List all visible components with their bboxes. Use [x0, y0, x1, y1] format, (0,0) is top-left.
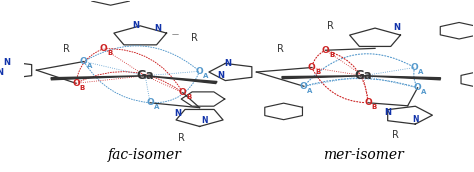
Text: A: A [308, 88, 313, 94]
Text: B: B [80, 85, 85, 91]
Text: N: N [393, 23, 401, 32]
Text: O: O [72, 79, 80, 88]
Text: fac-isomer: fac-isomer [108, 148, 182, 162]
Text: N: N [217, 71, 224, 79]
Text: N: N [155, 24, 162, 33]
Text: B: B [329, 52, 335, 58]
Polygon shape [282, 76, 363, 79]
Text: O: O [411, 63, 419, 72]
Text: O: O [196, 67, 203, 76]
Text: N: N [174, 109, 182, 118]
Text: A: A [421, 89, 427, 95]
Text: R: R [63, 45, 70, 55]
Text: —: — [171, 31, 178, 37]
Text: R: R [277, 44, 283, 54]
Text: O: O [300, 82, 308, 91]
Text: B: B [372, 104, 377, 110]
Text: O: O [308, 63, 316, 72]
Text: R: R [392, 130, 399, 140]
Text: R: R [178, 133, 185, 143]
Text: O: O [100, 44, 108, 53]
Text: O: O [179, 88, 187, 97]
Text: N: N [384, 108, 392, 117]
Text: R: R [191, 33, 198, 43]
Text: O: O [322, 46, 329, 55]
Text: A: A [154, 104, 159, 110]
Text: B: B [315, 69, 320, 75]
Text: Ga: Ga [137, 69, 154, 82]
Text: mer-isomer: mer-isomer [323, 148, 403, 162]
Polygon shape [145, 76, 217, 84]
Text: O: O [146, 98, 154, 107]
Text: A: A [203, 73, 209, 79]
Polygon shape [363, 76, 441, 80]
Text: N: N [201, 116, 208, 125]
Text: N: N [132, 21, 139, 30]
Text: Ga: Ga [354, 69, 372, 82]
Text: O: O [414, 83, 421, 92]
Text: O: O [364, 98, 372, 107]
Text: A: A [418, 69, 424, 75]
Text: R: R [327, 21, 334, 31]
Text: B: B [186, 94, 191, 100]
Text: N: N [0, 67, 3, 77]
Text: O: O [80, 57, 88, 66]
Polygon shape [51, 76, 145, 80]
Text: A: A [88, 63, 93, 69]
Text: N: N [3, 58, 10, 67]
Text: N: N [412, 115, 419, 124]
Text: N: N [224, 59, 231, 68]
Text: B: B [107, 50, 112, 56]
